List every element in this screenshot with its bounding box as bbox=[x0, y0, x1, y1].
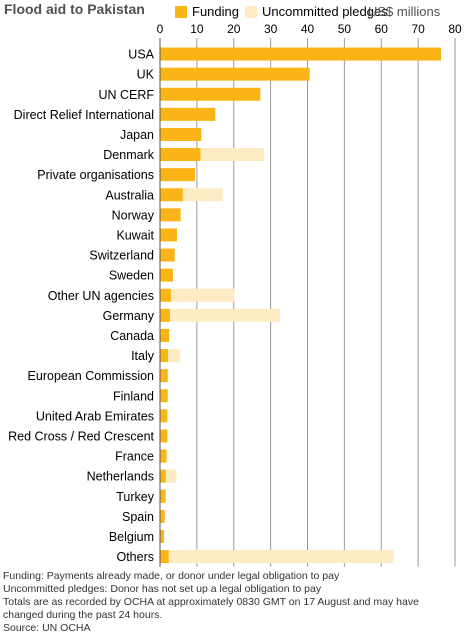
bar-funding-italy bbox=[160, 349, 169, 363]
bar-funding-switzerland bbox=[160, 248, 175, 262]
bar-pledges-denmark bbox=[200, 148, 264, 162]
category-label-uk: UK bbox=[137, 68, 155, 82]
x-tick-label-10: 10 bbox=[190, 22, 204, 36]
category-label-private-organisations: Private organisations bbox=[37, 168, 154, 182]
bar-pledges-italy bbox=[168, 349, 180, 363]
legend-label-pledges: Uncommitted pledges bbox=[262, 4, 388, 19]
bar-funding-private-organisations bbox=[160, 168, 196, 182]
x-tick-label-30: 30 bbox=[264, 22, 278, 36]
x-tick-label-0: 0 bbox=[157, 22, 164, 36]
bar-funding-japan bbox=[160, 127, 202, 141]
legend-swatch-pledges bbox=[245, 6, 257, 18]
category-label-others: Others bbox=[116, 550, 154, 564]
bar-pledges-netherlands bbox=[165, 469, 177, 483]
footnote-funding: Funding: Payments already made, or donor… bbox=[3, 570, 340, 582]
category-label-germany: Germany bbox=[103, 309, 155, 323]
bar-funding-kuwait bbox=[160, 228, 177, 242]
bar-pledges-australia bbox=[182, 188, 223, 202]
category-label-spain: Spain bbox=[122, 510, 154, 524]
bar-funding-finland bbox=[160, 389, 168, 403]
bar-funding-belgium bbox=[160, 529, 165, 543]
bar-funding-spain bbox=[160, 509, 165, 523]
category-label-usa: USA bbox=[128, 48, 154, 62]
bar-pledges-others bbox=[168, 550, 394, 564]
bar-funding-canada bbox=[160, 328, 170, 342]
bar-funding-norway bbox=[160, 208, 181, 222]
bar-funding-germany bbox=[160, 308, 170, 322]
category-label-denmark: Denmark bbox=[103, 148, 154, 162]
bar-funding-other-un-agencies bbox=[160, 288, 172, 302]
category-label-italy: Italy bbox=[131, 349, 155, 363]
category-label-sweden: Sweden bbox=[109, 269, 154, 283]
category-label-red-cross-red-crescent: Red Cross / Red Crescent bbox=[8, 429, 154, 443]
bar-funding-australia bbox=[160, 188, 183, 202]
category-label-direct-relief-international: Direct Relief International bbox=[14, 108, 154, 122]
legend-label-funding: Funding bbox=[192, 4, 239, 19]
x-tick-label-40: 40 bbox=[301, 22, 315, 36]
category-label-france: France bbox=[115, 450, 154, 464]
category-label-other-un-agencies: Other UN agencies bbox=[48, 289, 154, 303]
category-label-belgium: Belgium bbox=[109, 530, 154, 544]
category-label-norway: Norway bbox=[112, 208, 155, 222]
bar-funding-european-commission bbox=[160, 369, 168, 383]
footnote-totals-cont: changed during the past 24 hours. bbox=[3, 609, 163, 621]
bar-funding-un-cerf bbox=[160, 87, 261, 101]
category-label-japan: Japan bbox=[120, 128, 154, 142]
bar-funding-france bbox=[160, 449, 167, 463]
x-tick-label-50: 50 bbox=[338, 22, 352, 36]
category-label-turkey: Turkey bbox=[116, 490, 154, 504]
bar-funding-uk bbox=[160, 67, 310, 81]
bar-funding-united-arab-emirates bbox=[160, 409, 168, 423]
bar-funding-turkey bbox=[160, 489, 166, 503]
bar-funding-usa bbox=[160, 47, 441, 61]
bar-funding-netherlands bbox=[160, 469, 166, 483]
x-tick-label-80: 80 bbox=[448, 22, 462, 36]
x-tick-label-60: 60 bbox=[375, 22, 389, 36]
legend-swatch-funding bbox=[175, 6, 187, 18]
category-label-kuwait: Kuwait bbox=[116, 228, 154, 242]
bar-funding-others bbox=[160, 550, 169, 564]
x-tick-label-20: 20 bbox=[227, 22, 241, 36]
footnote-totals: Totals are as recorded by OCHA at approx… bbox=[3, 596, 419, 608]
category-label-canada: Canada bbox=[110, 329, 154, 343]
bar-pledges-other-un-agencies bbox=[171, 288, 235, 302]
category-label-european-commission: European Commission bbox=[28, 369, 154, 383]
footnote-pledges: Uncommitted pledges: Donor has not set u… bbox=[3, 583, 322, 595]
chart-title: Flood aid to Pakistan bbox=[4, 1, 145, 17]
category-label-un-cerf: UN CERF bbox=[98, 88, 154, 102]
bar-funding-red-cross-red-crescent bbox=[160, 429, 168, 443]
units-label: US$ millions bbox=[368, 4, 441, 19]
bar-funding-sweden bbox=[160, 268, 173, 282]
category-label-switzerland: Switzerland bbox=[89, 249, 154, 263]
category-label-finland: Finland bbox=[113, 389, 154, 403]
bar-funding-denmark bbox=[160, 148, 201, 162]
category-label-australia: Australia bbox=[105, 188, 154, 202]
bar-chart: 0 10 20 30 40 50 60 70 80 USA UK UN CERF Direct Reli… bbox=[8, 22, 462, 567]
bar-pledges-germany bbox=[169, 308, 280, 322]
category-label-netherlands: Netherlands bbox=[87, 470, 154, 484]
category-label-united-arab-emirates: United Arab Emirates bbox=[36, 409, 154, 423]
bar-funding-direct-relief-international bbox=[160, 107, 216, 121]
x-tick-label-70: 70 bbox=[411, 22, 425, 36]
footnote-source: Source: UN OCHA bbox=[3, 622, 91, 634]
